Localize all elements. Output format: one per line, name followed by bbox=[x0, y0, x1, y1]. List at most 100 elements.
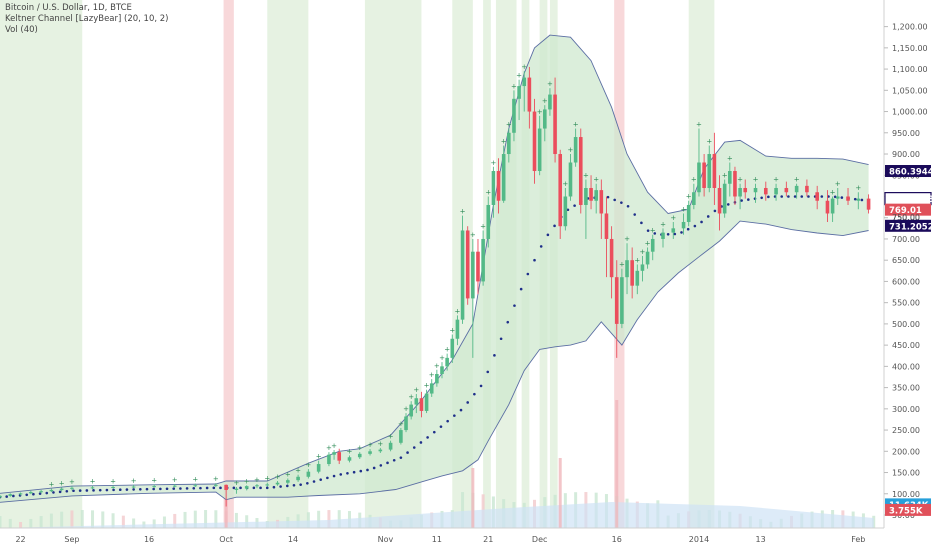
basis-dot bbox=[112, 488, 115, 492]
candle-body bbox=[620, 277, 624, 324]
candle-body bbox=[784, 187, 789, 193]
candle-body bbox=[8, 494, 13, 496]
up-marker: + bbox=[511, 82, 517, 90]
up-marker: + bbox=[650, 227, 656, 235]
candle-body bbox=[419, 398, 424, 411]
volume-bar bbox=[204, 510, 208, 528]
price-tag bbox=[885, 203, 931, 216]
basis-dot bbox=[5, 495, 8, 498]
volume-spike bbox=[471, 468, 475, 528]
up-marker: + bbox=[624, 235, 630, 243]
candle-body bbox=[630, 260, 634, 286]
candle-body bbox=[131, 486, 136, 488]
basis-dot bbox=[473, 392, 476, 396]
candle-body bbox=[316, 464, 321, 472]
volume-bar bbox=[80, 510, 84, 528]
basis-dot bbox=[820, 195, 824, 198]
candle-body bbox=[589, 187, 593, 201]
price-axis-bg bbox=[884, 0, 932, 550]
up-marker: + bbox=[670, 214, 676, 222]
time-axis[interactable]: 22 Sep 16 Oct 14 Nov 11 21 Dec 16 2014 13 Feb bbox=[0, 527, 932, 550]
price-tick-label: 1,100.00 bbox=[892, 65, 928, 74]
up-marker: + bbox=[377, 440, 383, 448]
volume-bar bbox=[101, 511, 105, 528]
volume-bar bbox=[306, 512, 310, 528]
candle-body bbox=[450, 338, 455, 358]
up-marker: + bbox=[398, 420, 404, 428]
legend-indicator[interactable]: Keltner Channel [LazyBear] (20, 10, 2) bbox=[5, 14, 169, 24]
candle-body bbox=[640, 264, 645, 271]
up-marker: + bbox=[172, 476, 178, 484]
price-tick-label: 250.00 bbox=[892, 426, 920, 435]
up-marker: + bbox=[835, 180, 841, 188]
up-marker: + bbox=[480, 222, 486, 230]
basis-dot bbox=[139, 487, 142, 491]
candle-body bbox=[455, 319, 460, 339]
candle-body bbox=[645, 251, 650, 265]
basis-dot bbox=[606, 195, 610, 199]
up-marker: + bbox=[855, 184, 861, 192]
basis-dot bbox=[486, 370, 490, 374]
candle-body bbox=[244, 486, 249, 489]
legend-symbol[interactable]: Bitcoin / U.S. Dollar, 1D, BTCE bbox=[5, 3, 132, 13]
basis-dot bbox=[12, 494, 15, 498]
volume-bar bbox=[173, 513, 177, 528]
candle-body bbox=[517, 86, 521, 99]
basis-dot bbox=[747, 198, 750, 201]
basis-dot bbox=[479, 384, 483, 388]
up-marker: + bbox=[434, 362, 440, 370]
price-tag bbox=[885, 219, 931, 232]
basis-dot bbox=[833, 195, 837, 199]
price-tick-label: 750.00 bbox=[892, 214, 920, 223]
basis-dot bbox=[446, 419, 449, 423]
basis-dot bbox=[526, 272, 530, 276]
legend-volume[interactable]: Vol (40) bbox=[5, 25, 38, 35]
candle-body bbox=[275, 482, 280, 485]
time-tick-label: 16 bbox=[144, 535, 154, 544]
basis-dot bbox=[105, 488, 109, 492]
candle-body bbox=[286, 480, 290, 483]
volume-bar bbox=[121, 515, 125, 528]
candle-body bbox=[152, 486, 156, 488]
basis-dot bbox=[693, 224, 697, 228]
up-marker: + bbox=[48, 481, 54, 489]
volume-bar bbox=[70, 510, 74, 528]
candle-body bbox=[476, 251, 480, 282]
basis-dot bbox=[192, 486, 196, 490]
volume-spike bbox=[615, 400, 619, 528]
candle-body bbox=[214, 484, 218, 486]
price-axis[interactable]: 50.00100.00150.00200.00250.00300.00350.0… bbox=[883, 0, 932, 550]
basis-dot bbox=[406, 451, 409, 454]
basis-dot bbox=[399, 456, 403, 459]
volume-bar bbox=[39, 516, 43, 528]
candle-body bbox=[337, 452, 342, 461]
candle-body bbox=[599, 190, 604, 214]
candle-body bbox=[573, 137, 578, 163]
volume-bar bbox=[8, 518, 12, 528]
up-marker: + bbox=[439, 354, 445, 362]
volume-bar bbox=[183, 511, 187, 528]
basis-dot bbox=[767, 195, 770, 199]
volume-spike bbox=[558, 458, 562, 528]
basis-dot bbox=[286, 484, 289, 488]
candle-body bbox=[378, 449, 383, 452]
bg-band bbox=[223, 0, 234, 528]
basis-dot bbox=[299, 483, 302, 486]
basis-dot bbox=[366, 468, 369, 472]
basis-dot bbox=[553, 224, 556, 228]
basis-dot bbox=[25, 493, 29, 497]
candle-body bbox=[347, 457, 352, 461]
price-tick-label: 500.00 bbox=[892, 320, 920, 329]
price-tag-label: 731.2052 bbox=[889, 222, 932, 232]
time-tick-label: Dec bbox=[532, 535, 547, 544]
basis-dot bbox=[633, 213, 637, 216]
up-marker: + bbox=[645, 239, 651, 247]
volume-spike bbox=[224, 488, 228, 528]
basis-dot bbox=[613, 198, 616, 202]
up-marker: + bbox=[737, 176, 743, 184]
up-marker: + bbox=[593, 176, 599, 184]
basis-dot bbox=[292, 483, 296, 487]
basis-dot bbox=[132, 488, 135, 491]
basis-dot bbox=[265, 486, 269, 490]
